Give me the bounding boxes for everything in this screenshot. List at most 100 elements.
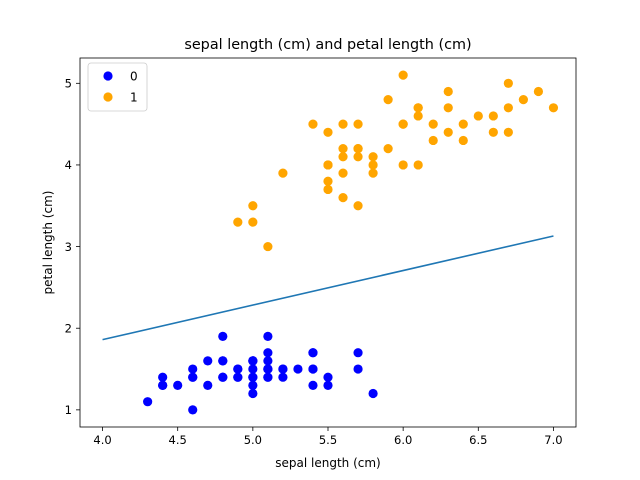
- scatter-point-series-1: [338, 193, 348, 203]
- scatter-point-series-0: [278, 372, 288, 382]
- scatter-point-series-0: [308, 348, 318, 358]
- scatter-point-series-1: [278, 168, 288, 178]
- scatter-point-series-1: [398, 70, 408, 80]
- x-tick-label: 7.0: [544, 433, 562, 447]
- scatter-point-series-1: [428, 135, 438, 146]
- scatter-point-series-0: [218, 356, 228, 366]
- scatter-point-series-0: [263, 348, 273, 358]
- scatter-point-series-1: [248, 201, 258, 211]
- scatter-point-series-0: [233, 372, 243, 382]
- scatter-point-series-1: [353, 152, 363, 162]
- x-tick-label: 5.5: [319, 433, 337, 447]
- scatter-point-series-0: [218, 372, 228, 382]
- legend-marker-0: [103, 71, 113, 81]
- y-tick-label: 4: [65, 158, 72, 172]
- scatter-point-series-1: [458, 119, 468, 129]
- scatter-point-series-0: [323, 380, 333, 390]
- scatter-point-series-1: [473, 111, 483, 121]
- scatter-point-series-1: [248, 217, 258, 227]
- scatter-point-series-0: [218, 331, 228, 341]
- scatter-point-series-0: [293, 364, 303, 374]
- scatter-point-series-0: [188, 405, 198, 415]
- scatter-point-series-1: [398, 160, 408, 170]
- scatter-point-series-1: [323, 160, 333, 170]
- legend-marker-1: [103, 92, 113, 102]
- scatter-point-series-1: [353, 119, 363, 129]
- scatter-point-series-1: [233, 217, 243, 227]
- scatter-point-series-1: [338, 168, 348, 178]
- scatter-point-series-0: [353, 348, 363, 358]
- scatter-point-series-1: [368, 168, 378, 178]
- scatter-point-series-0: [188, 364, 198, 374]
- scatter-point-series-0: [248, 372, 258, 382]
- scatter-point-series-0: [158, 372, 168, 382]
- legend-label-1: 1: [130, 91, 138, 105]
- y-axis-label: petal length (cm): [41, 191, 55, 295]
- scatter-point-series-0: [263, 331, 273, 341]
- scatter-point-series-1: [338, 119, 348, 129]
- scatter-point-series-1: [488, 127, 498, 137]
- scatter-point-series-1: [323, 184, 333, 195]
- scatter-point-series-0: [248, 356, 258, 366]
- scatter-point-series-1: [398, 119, 408, 129]
- x-tick-label: 6.0: [394, 433, 412, 447]
- x-axis: 4.0 4.5 5.0 5.5 6.0 6.5 7.0: [93, 427, 563, 447]
- scatter-point-series-1: [443, 86, 453, 97]
- scatter-point-series-0: [233, 364, 243, 374]
- legend-label-0: 0: [130, 70, 138, 84]
- scatter-point-series-1: [413, 111, 423, 121]
- scatter-point-series-1: [383, 95, 393, 105]
- scatter-point-series-1: [518, 95, 528, 105]
- scatter-point-series-1: [488, 111, 498, 121]
- scatter-point-series-1: [413, 160, 423, 170]
- scatter-point-series-1: [353, 201, 363, 211]
- chart-title: sepal length (cm) and petal length (cm): [184, 37, 471, 53]
- scatter-point-series-1: [548, 103, 559, 113]
- y-axis: 1 2 3 4 5: [65, 77, 80, 417]
- scatter-point-series-0: [248, 380, 258, 390]
- scatter-point-series-0: [278, 364, 288, 374]
- scatter-point-series-1: [323, 176, 333, 186]
- scatter-point-series-0: [203, 356, 213, 366]
- scatter-point-series-0: [263, 364, 273, 374]
- legend-box: [87, 62, 148, 112]
- scatter-point-series-0: [248, 388, 258, 399]
- decision-boundary-line: [102, 235, 554, 341]
- x-tick-label: 4.5: [169, 433, 187, 447]
- scatter-point-series-1: [353, 144, 363, 154]
- scatter-point-series-0: [308, 380, 318, 390]
- plot-area: [102, 70, 559, 415]
- scatter-point-series-0: [308, 364, 318, 374]
- scatter-point-series-0: [188, 372, 198, 382]
- scatter-point-series-1: [503, 103, 513, 113]
- scatter-point-series-0: [143, 397, 153, 407]
- scatter-point-series-0: [353, 364, 363, 374]
- y-tick-label: 2: [65, 321, 72, 335]
- scatter-point-series-1: [323, 127, 333, 137]
- y-tick-label: 3: [65, 240, 72, 254]
- scatter-point-series-1: [263, 241, 273, 252]
- scatter-point-series-1: [383, 144, 393, 154]
- scatter-point-series-1: [503, 78, 513, 88]
- x-tick-label: 4.0: [93, 433, 111, 447]
- scatter-point-series-0: [263, 372, 273, 382]
- x-tick-label: 5.0: [244, 433, 262, 447]
- scatter-point-series-0: [158, 380, 168, 390]
- x-axis-label: sepal length (cm): [275, 456, 380, 470]
- scatter-point-series-0: [203, 380, 213, 390]
- y-tick-label: 5: [65, 77, 72, 91]
- y-tick-label: 1: [65, 403, 72, 417]
- scatter-point-series-1: [308, 119, 318, 129]
- legend: 01: [87, 62, 148, 112]
- x-tick-label: 6.5: [469, 433, 487, 447]
- scatter-point-series-1: [338, 144, 348, 154]
- scatter-point-series-0: [248, 364, 258, 374]
- scatter-point-series-0: [173, 380, 183, 390]
- scatter-point-series-1: [368, 160, 378, 170]
- scatter-point-series-1: [443, 103, 453, 113]
- scatter-point-series-1: [443, 127, 453, 137]
- scatter-point-series-1: [413, 103, 423, 113]
- scatter-point-series-1: [458, 135, 468, 146]
- scatter-point-series-0: [323, 372, 333, 382]
